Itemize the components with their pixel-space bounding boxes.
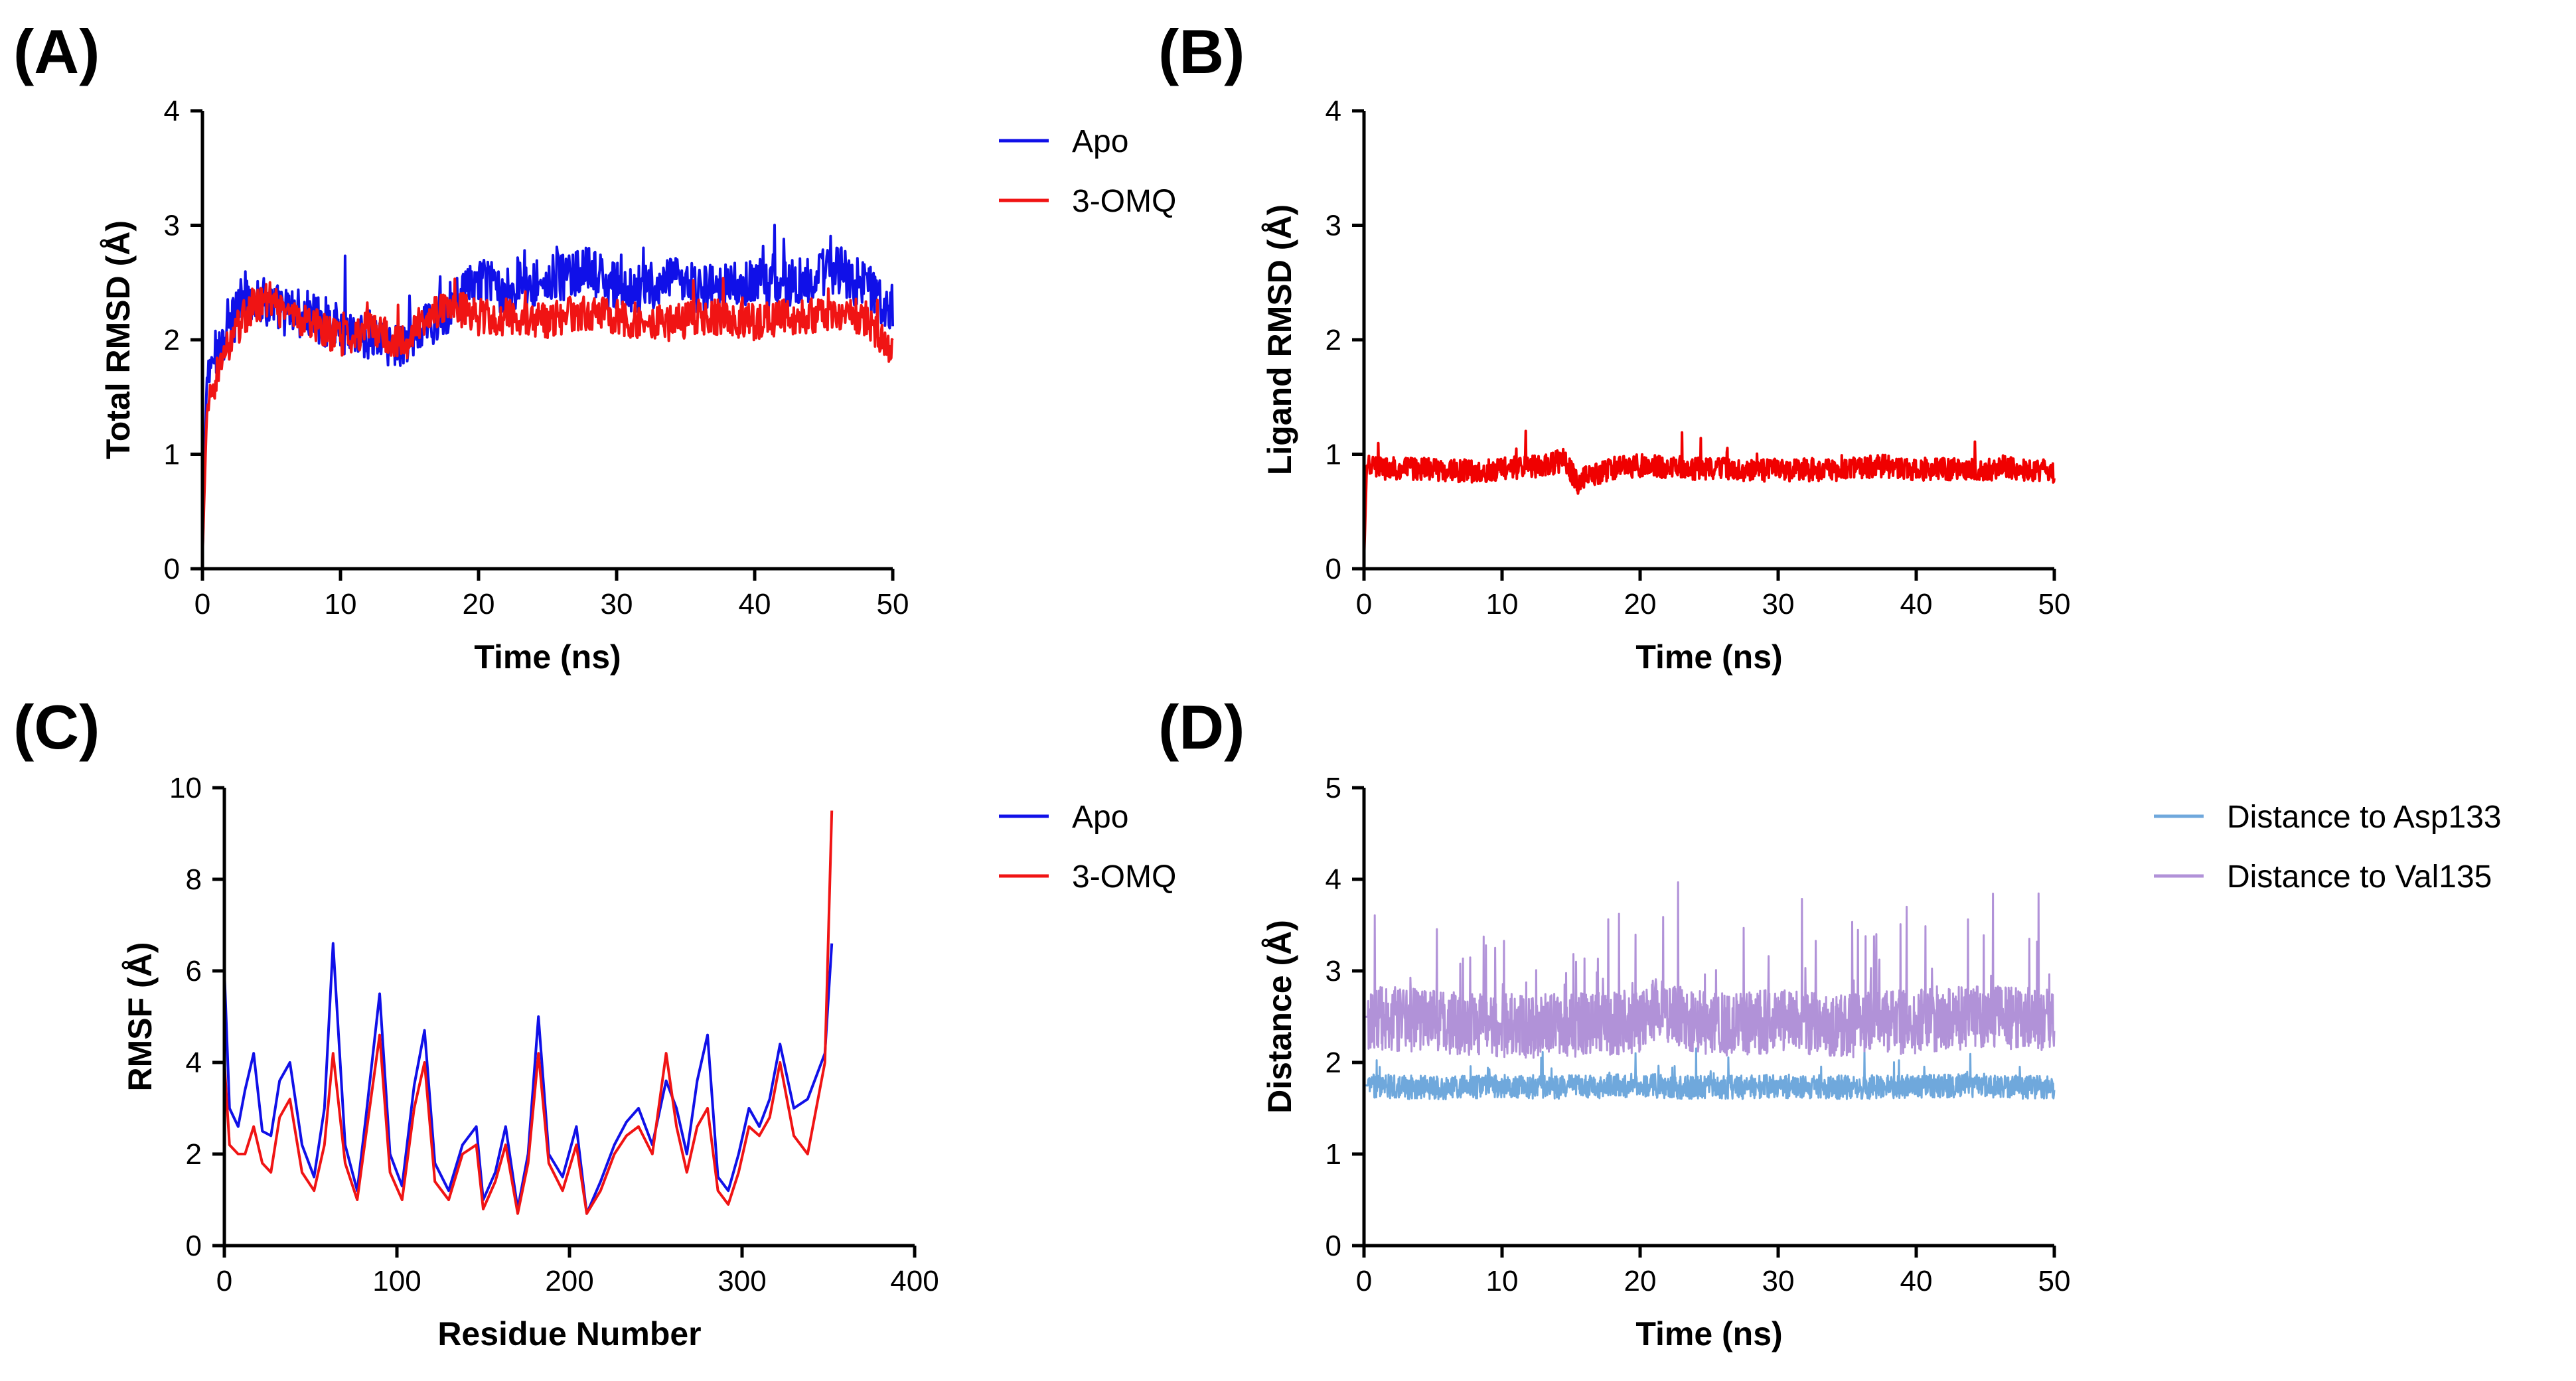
y-tick-label: 2 — [164, 324, 180, 356]
x-tick-label: 50 — [877, 588, 909, 620]
x-axis-title: Time (ns) — [1635, 1315, 1782, 1352]
y-tick-label: 2 — [186, 1138, 202, 1171]
series-line-3-omq — [201, 277, 894, 557]
legend-label: Distance to Val135 — [2227, 859, 2492, 895]
x-tick-label: 40 — [739, 588, 771, 620]
x-axis-title: Time (ns) — [474, 638, 621, 676]
x-tick-label: 0 — [216, 1265, 232, 1297]
x-tick-label: 30 — [1762, 1265, 1795, 1297]
chart-panel-b: (B) 0 10 20 30 40 50 0 1 2 3 4 Time (ns) Ligand RMSD … — [1158, 17, 2070, 676]
legend-label: 3-OMQ — [1072, 859, 1176, 895]
panel-label: (B) — [1158, 17, 1245, 86]
y-tick-label: 1 — [164, 439, 180, 471]
chart-panel-a: (A) 0 10 20 30 40 50 0 1 2 3 4 Time (ns) Total RMSD (… — [13, 17, 1176, 676]
y-tick-label: 1 — [1326, 1138, 1341, 1171]
legend-label: Distance to Asp133 — [2227, 800, 2502, 835]
y-tick-label: 3 — [1326, 210, 1341, 242]
y-tick-label: 10 — [169, 772, 202, 804]
y-tick-label: 2 — [1326, 324, 1341, 356]
x-tick-label: 10 — [1486, 588, 1519, 620]
x-tick-label: 0 — [194, 588, 210, 620]
y-tick-label: 2 — [1326, 1047, 1341, 1079]
y-tick-label: 4 — [186, 1047, 202, 1079]
legend-label: 3-OMQ — [1072, 184, 1176, 219]
series-line-distance-to-val135 — [1363, 881, 2056, 1059]
panel-label: (A) — [13, 17, 100, 86]
y-axis-title: RMSF (Å) — [121, 942, 159, 1092]
x-tick-label: 300 — [718, 1265, 766, 1297]
panel-label: (D) — [1158, 692, 1245, 762]
x-tick-label: 100 — [372, 1265, 421, 1297]
chart-panel-d: (D) 0 10 20 30 40 50 0 1 2 3 4 5 Time (ns) Distance (Å… — [1158, 692, 2502, 1352]
series-line-apo — [201, 224, 894, 557]
y-tick-label: 8 — [186, 863, 202, 896]
legend: Apo 3-OMQ — [999, 800, 1176, 895]
series-line-3-omq — [223, 810, 834, 1215]
y-tick-label: 4 — [1326, 863, 1341, 896]
x-tick-label: 50 — [2038, 1265, 2071, 1297]
x-tick-label: 0 — [1356, 588, 1372, 620]
legend: Apo 3-OMQ — [999, 124, 1176, 219]
y-tick-label: 0 — [1326, 553, 1341, 585]
y-axis-title: Distance (Å) — [1261, 920, 1298, 1114]
x-tick-label: 30 — [1762, 588, 1795, 620]
x-tick-label: 30 — [601, 588, 633, 620]
y-tick-label: 4 — [1326, 95, 1341, 127]
legend-label: Apo — [1072, 800, 1128, 835]
series-line-apo — [223, 942, 834, 1215]
legend: Distance to Asp133 Distance to Val135 — [2154, 800, 2502, 895]
panel-label: (C) — [13, 692, 100, 762]
y-tick-label: 6 — [186, 955, 202, 987]
y-tick-label: 0 — [1326, 1230, 1341, 1262]
x-tick-label: 20 — [463, 588, 495, 620]
series-line-3-omq-ligand — [1363, 429, 2056, 563]
x-tick-label: 20 — [1624, 588, 1657, 620]
x-tick-label: 0 — [1356, 1265, 1372, 1297]
y-tick-label: 0 — [186, 1230, 202, 1262]
y-tick-label: 4 — [164, 95, 180, 127]
chart-panel-c: (C) 0 100 200 300 400 0 2 4 6 8 10 Residue Number RMS… — [13, 692, 1176, 1352]
x-tick-label: 400 — [890, 1265, 939, 1297]
legend-label: Apo — [1072, 124, 1128, 159]
series-line-distance-to-asp133 — [1363, 1047, 2056, 1100]
y-tick-label: 3 — [1326, 955, 1341, 987]
y-tick-label: 1 — [1326, 439, 1341, 471]
x-tick-label: 40 — [1900, 588, 1933, 620]
x-tick-label: 10 — [325, 588, 357, 620]
x-axis-title: Residue Number — [437, 1315, 701, 1352]
y-tick-label: 0 — [164, 553, 180, 585]
y-tick-label: 3 — [164, 210, 180, 242]
y-axis-title: Total RMSD (Å) — [100, 220, 137, 459]
x-tick-label: 40 — [1900, 1265, 1933, 1297]
y-axis-title: Ligand RMSD (Å) — [1261, 204, 1298, 475]
x-tick-label: 10 — [1486, 1265, 1519, 1297]
x-tick-label: 200 — [545, 1265, 593, 1297]
x-axis-title: Time (ns) — [1635, 638, 1782, 676]
x-tick-label: 20 — [1624, 1265, 1657, 1297]
x-tick-label: 50 — [2038, 588, 2071, 620]
y-tick-label: 5 — [1326, 772, 1341, 804]
